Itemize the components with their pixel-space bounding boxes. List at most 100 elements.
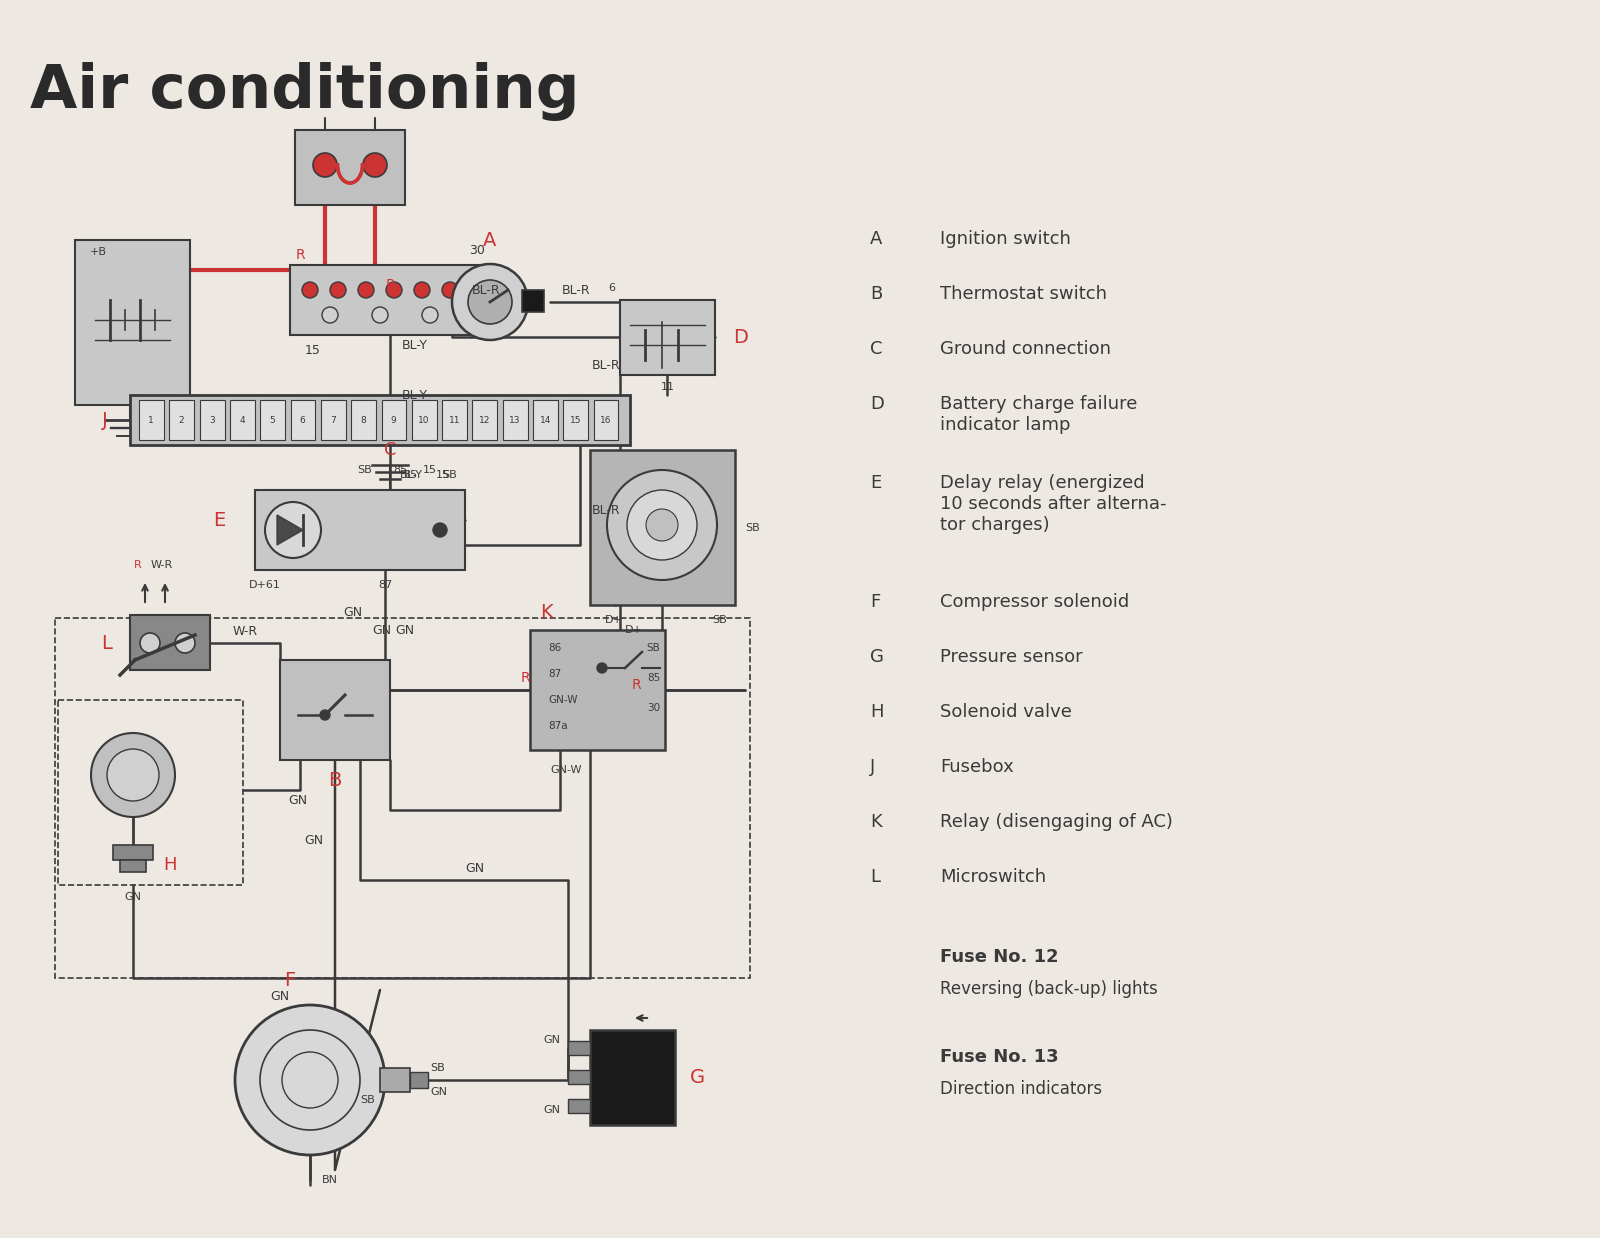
FancyBboxPatch shape <box>568 1070 590 1084</box>
Text: 1: 1 <box>149 416 154 425</box>
Text: 9: 9 <box>390 416 397 425</box>
Text: 85: 85 <box>403 470 418 480</box>
Text: H: H <box>870 703 883 721</box>
Text: SB: SB <box>360 1094 374 1106</box>
Text: G: G <box>870 647 883 666</box>
Text: SB: SB <box>746 522 760 532</box>
Text: Direction indicators: Direction indicators <box>941 1080 1102 1098</box>
Text: Relay (disengaging of AC): Relay (disengaging of AC) <box>941 813 1173 831</box>
FancyBboxPatch shape <box>411 400 437 439</box>
Text: Fuse No. 12: Fuse No. 12 <box>941 948 1059 966</box>
Text: BL-R: BL-R <box>592 359 621 371</box>
Text: C: C <box>384 441 397 459</box>
Text: 85: 85 <box>646 673 661 683</box>
Text: GN-W: GN-W <box>547 695 578 704</box>
Text: H: H <box>163 855 176 874</box>
Text: Pressure sensor: Pressure sensor <box>941 647 1083 666</box>
Text: 11: 11 <box>448 416 459 425</box>
Text: Compressor solenoid: Compressor solenoid <box>941 593 1130 612</box>
FancyBboxPatch shape <box>594 400 619 439</box>
Text: GN-W: GN-W <box>550 765 581 775</box>
Text: B: B <box>328 770 342 790</box>
FancyBboxPatch shape <box>280 660 390 760</box>
Text: 13: 13 <box>509 416 520 425</box>
FancyBboxPatch shape <box>381 1068 410 1092</box>
FancyBboxPatch shape <box>291 400 315 439</box>
FancyBboxPatch shape <box>590 449 734 605</box>
FancyBboxPatch shape <box>139 400 163 439</box>
FancyBboxPatch shape <box>502 400 528 439</box>
Text: Battery charge failure
indicator lamp: Battery charge failure indicator lamp <box>941 395 1138 433</box>
FancyBboxPatch shape <box>254 490 466 569</box>
Text: R: R <box>134 560 142 569</box>
FancyBboxPatch shape <box>130 615 210 670</box>
Text: 15: 15 <box>422 465 437 475</box>
Text: 15: 15 <box>570 416 581 425</box>
Text: 30: 30 <box>646 703 661 713</box>
Text: W-R: W-R <box>150 560 173 569</box>
FancyBboxPatch shape <box>442 400 467 439</box>
FancyBboxPatch shape <box>568 1041 590 1055</box>
Text: 6: 6 <box>299 416 306 425</box>
Text: R: R <box>294 248 306 262</box>
FancyBboxPatch shape <box>530 630 666 750</box>
Circle shape <box>606 470 717 579</box>
Text: SB: SB <box>358 465 373 475</box>
Text: 87: 87 <box>547 669 562 678</box>
Text: Ground connection: Ground connection <box>941 340 1110 358</box>
Circle shape <box>320 711 330 721</box>
Circle shape <box>322 307 338 323</box>
Text: +B: +B <box>90 248 107 258</box>
Circle shape <box>453 264 528 340</box>
Text: 11: 11 <box>661 383 675 392</box>
Text: BL-Y: BL-Y <box>402 338 429 352</box>
FancyBboxPatch shape <box>120 860 146 872</box>
Text: BL-Y: BL-Y <box>400 470 422 480</box>
Text: A: A <box>870 230 882 248</box>
Text: 5: 5 <box>269 416 275 425</box>
FancyBboxPatch shape <box>114 846 154 860</box>
Text: 87a: 87a <box>547 721 568 730</box>
Text: GN: GN <box>395 624 414 636</box>
Text: E: E <box>213 510 226 530</box>
Text: BN: BN <box>322 1175 338 1185</box>
Circle shape <box>91 733 174 817</box>
Text: G: G <box>690 1068 706 1087</box>
FancyBboxPatch shape <box>381 400 406 439</box>
Text: 3: 3 <box>210 416 214 425</box>
Text: GN: GN <box>125 893 141 903</box>
Text: D: D <box>733 328 747 347</box>
Circle shape <box>266 501 322 558</box>
Circle shape <box>434 522 446 537</box>
Text: 16: 16 <box>600 416 611 425</box>
Text: SB: SB <box>712 615 726 625</box>
Text: 14: 14 <box>539 416 550 425</box>
Text: Reversing (back-up) lights: Reversing (back-up) lights <box>941 980 1158 998</box>
Text: GN: GN <box>466 862 485 874</box>
Text: D+61: D+61 <box>250 579 282 591</box>
Text: Thermostat switch: Thermostat switch <box>941 285 1107 303</box>
Circle shape <box>302 282 318 298</box>
Text: Fusebox: Fusebox <box>941 758 1014 776</box>
Text: 15: 15 <box>435 470 450 480</box>
Circle shape <box>358 282 374 298</box>
Text: 30: 30 <box>469 244 485 256</box>
Text: B: B <box>870 285 882 303</box>
Polygon shape <box>277 515 302 545</box>
Text: W-R: W-R <box>232 624 258 638</box>
Text: E: E <box>870 474 882 493</box>
Circle shape <box>627 490 698 560</box>
Circle shape <box>314 154 338 177</box>
FancyBboxPatch shape <box>533 400 558 439</box>
Text: 10: 10 <box>418 416 430 425</box>
Text: Air conditioning: Air conditioning <box>30 62 579 121</box>
Text: GN: GN <box>304 833 323 847</box>
FancyBboxPatch shape <box>130 395 630 444</box>
Circle shape <box>442 282 458 298</box>
Text: 6: 6 <box>608 284 616 293</box>
Text: 2: 2 <box>179 416 184 425</box>
FancyBboxPatch shape <box>261 400 285 439</box>
Text: C: C <box>870 340 883 358</box>
FancyBboxPatch shape <box>230 400 254 439</box>
Text: J: J <box>870 758 875 776</box>
